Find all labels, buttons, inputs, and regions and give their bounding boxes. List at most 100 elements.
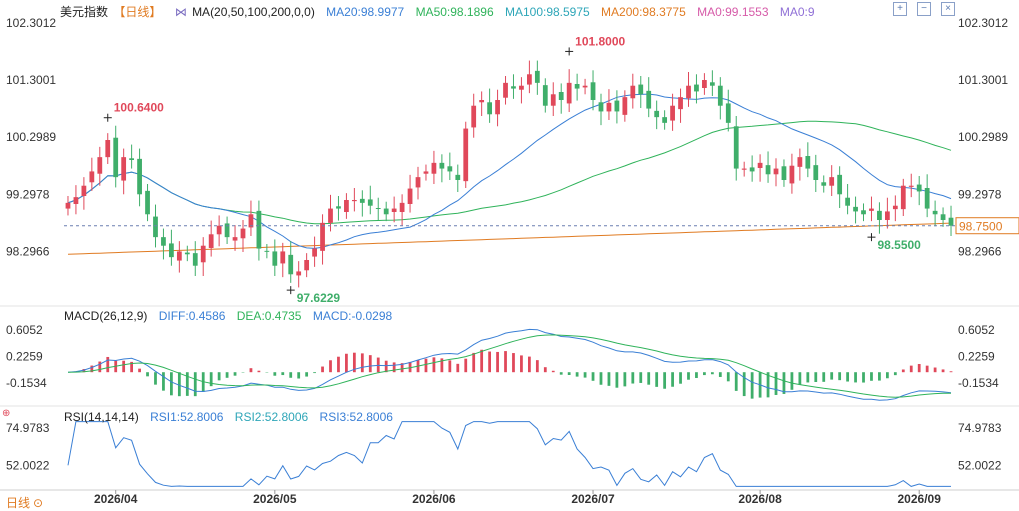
rsi3-value: RSI3:52.8006 (319, 410, 393, 424)
candle-body (129, 158, 135, 160)
candle-body (153, 216, 158, 238)
rsi-tick-label-right: 74.9783 (958, 421, 1002, 435)
x-tick-label: 2026/06 (412, 492, 456, 506)
candle-body (527, 74, 532, 85)
candle-body (558, 92, 564, 100)
macd-header: MACD(26,12,9) DIFF:0.4586 DEA:0.4735 MAC… (64, 309, 400, 323)
macd-diff: DIFF:0.4586 (158, 309, 226, 323)
candle-body (248, 214, 254, 228)
candle-body (495, 100, 500, 115)
candle-body (296, 271, 302, 276)
macd-tick-label-left: 0.2259 (6, 350, 43, 364)
candle-body (288, 254, 294, 275)
candle-body (797, 157, 803, 167)
candle-body (121, 157, 127, 181)
candle-body (773, 168, 779, 175)
candle-body (757, 162, 763, 168)
candle-body (375, 208, 381, 209)
ma0b-value: MA0:9 (779, 5, 815, 19)
candle-body (351, 200, 357, 202)
candle-body (590, 82, 596, 100)
price-tick-label-left: 98.2966 (6, 245, 50, 259)
candle-body (240, 228, 246, 239)
candle-body (511, 86, 516, 89)
candle-body (614, 100, 620, 112)
candle-body (940, 214, 946, 220)
candle-body (105, 140, 111, 158)
candle-body (312, 248, 317, 257)
period-button[interactable]: 日线 ⊙ (6, 496, 44, 510)
price-tick-label-right: 98.2966 (958, 245, 1002, 259)
candle-body (717, 85, 723, 106)
candle-body (694, 84, 699, 92)
rsi-label: RSI(14,14,14) (64, 410, 139, 424)
candle-body (383, 208, 389, 215)
candle-body (169, 243, 174, 258)
candle-body (216, 225, 222, 235)
chevron-icon: ⊙ (33, 496, 44, 510)
candle-body (519, 85, 524, 90)
period-label[interactable]: 【日线】 (113, 5, 162, 19)
candle-body (447, 166, 453, 172)
ma100-value: MA100:98.5975 (504, 5, 590, 19)
candle-body (709, 82, 715, 86)
price-tick-label-left: 99.2978 (6, 187, 50, 201)
close-square-icon[interactable]: × (941, 2, 955, 16)
candle-body (336, 206, 341, 209)
price-tick-label-right: 100.2989 (958, 130, 1008, 144)
macd-value: MACD:-0.0298 (312, 309, 393, 323)
candle-body (638, 84, 644, 95)
current-price-label: 98.7500 (959, 220, 1003, 234)
candle-body (813, 165, 819, 180)
plus-square-icon[interactable]: + (893, 2, 907, 16)
candle-body (837, 174, 843, 195)
ma200-value: MA200:98.3775 (601, 5, 686, 19)
candle-body (503, 82, 508, 98)
macd-label: MACD(26,12,9) (64, 309, 148, 323)
candle-body (550, 94, 556, 106)
candle-body (582, 85, 588, 88)
candle-body (630, 85, 636, 99)
candle-body (861, 210, 866, 215)
x-tick-label: 2026/07 (571, 492, 615, 506)
x-tick-label: 2026/05 (253, 492, 297, 506)
candle-body (678, 97, 683, 110)
candle-body (344, 200, 349, 212)
annotation-label: 100.6400 (114, 101, 164, 115)
candle-body (81, 185, 87, 196)
candle-body (892, 205, 898, 210)
candle-body (367, 199, 373, 206)
candle-body (407, 188, 413, 204)
ma-settings-icon[interactable]: ⋈ (174, 5, 187, 19)
candle-body (487, 102, 492, 115)
candle-body (89, 171, 95, 183)
candle-body (725, 103, 731, 123)
macd-tick-label-right: 0.6052 (958, 323, 995, 337)
candle-body (137, 158, 142, 195)
price-tick-label-right: 101.3001 (958, 73, 1008, 87)
candle-body (598, 102, 604, 112)
annotation-label: 101.8000 (575, 34, 625, 48)
candle-body (702, 80, 707, 88)
candle-body (97, 157, 103, 174)
candle-body (654, 110, 660, 118)
candle-body (145, 190, 150, 215)
candle-body (280, 251, 286, 264)
macd-tick-label-right: -0.1534 (958, 376, 999, 390)
candle-body (479, 100, 485, 103)
minus-square-icon[interactable]: − (917, 2, 931, 16)
candle-body (821, 182, 827, 186)
candle-body (908, 185, 914, 187)
macd-tick-label-left: 0.6052 (6, 323, 43, 337)
ma50-line (67, 120, 952, 225)
candle-body (431, 162, 437, 174)
ma-label: MA(20,50,100,200,0,0) (192, 5, 315, 19)
candle-body (900, 185, 906, 210)
ma20-line (67, 93, 952, 249)
rsi-tick-label-left: 74.9783 (6, 421, 50, 435)
candle-body (391, 208, 397, 212)
macd-tick-label-left: -0.1534 (6, 376, 47, 390)
candle-body (932, 210, 938, 215)
macd-dea-line (67, 334, 952, 398)
